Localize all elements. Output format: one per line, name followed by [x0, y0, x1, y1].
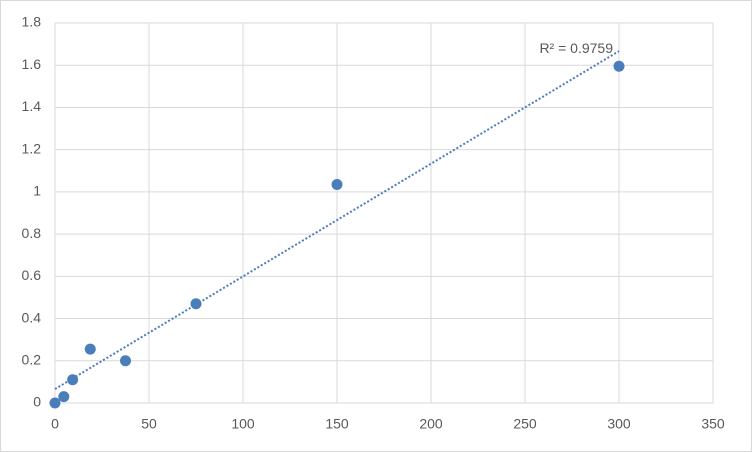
y-tick-label: 0.6 [22, 267, 42, 283]
x-tick-label: 0 [51, 416, 59, 432]
data-point [331, 179, 343, 190]
y-tick-label: 0 [33, 394, 41, 410]
data-point [67, 374, 79, 386]
trendline-label: R² = 0.9759 [539, 40, 613, 56]
x-tick-label: 200 [419, 416, 443, 432]
x-tick-label: 350 [701, 416, 725, 432]
x-tick-label: 100 [231, 416, 255, 432]
data-point [49, 397, 61, 409]
trendline [54, 50, 620, 390]
data-point [120, 355, 131, 367]
x-tick-label: 50 [141, 416, 157, 432]
data-point [84, 343, 96, 355]
y-tick-label: 0.2 [22, 351, 42, 367]
data-point [613, 60, 625, 72]
data-point [58, 391, 70, 403]
y-tick-label: 0.8 [22, 225, 42, 241]
x-tick-label: 250 [513, 416, 537, 432]
data-point [190, 298, 202, 310]
x-tick-label: 300 [607, 416, 631, 432]
y-tick-label: 1.8 [22, 14, 42, 30]
y-tick-label: 1 [33, 183, 41, 199]
y-tick-label: 1.2 [22, 140, 42, 156]
y-tick-label: 0.4 [22, 309, 42, 325]
y-tick-label: 1.4 [22, 98, 42, 114]
y-tick-label: 1.6 [22, 56, 42, 72]
x-tick-label: 150 [325, 416, 349, 432]
